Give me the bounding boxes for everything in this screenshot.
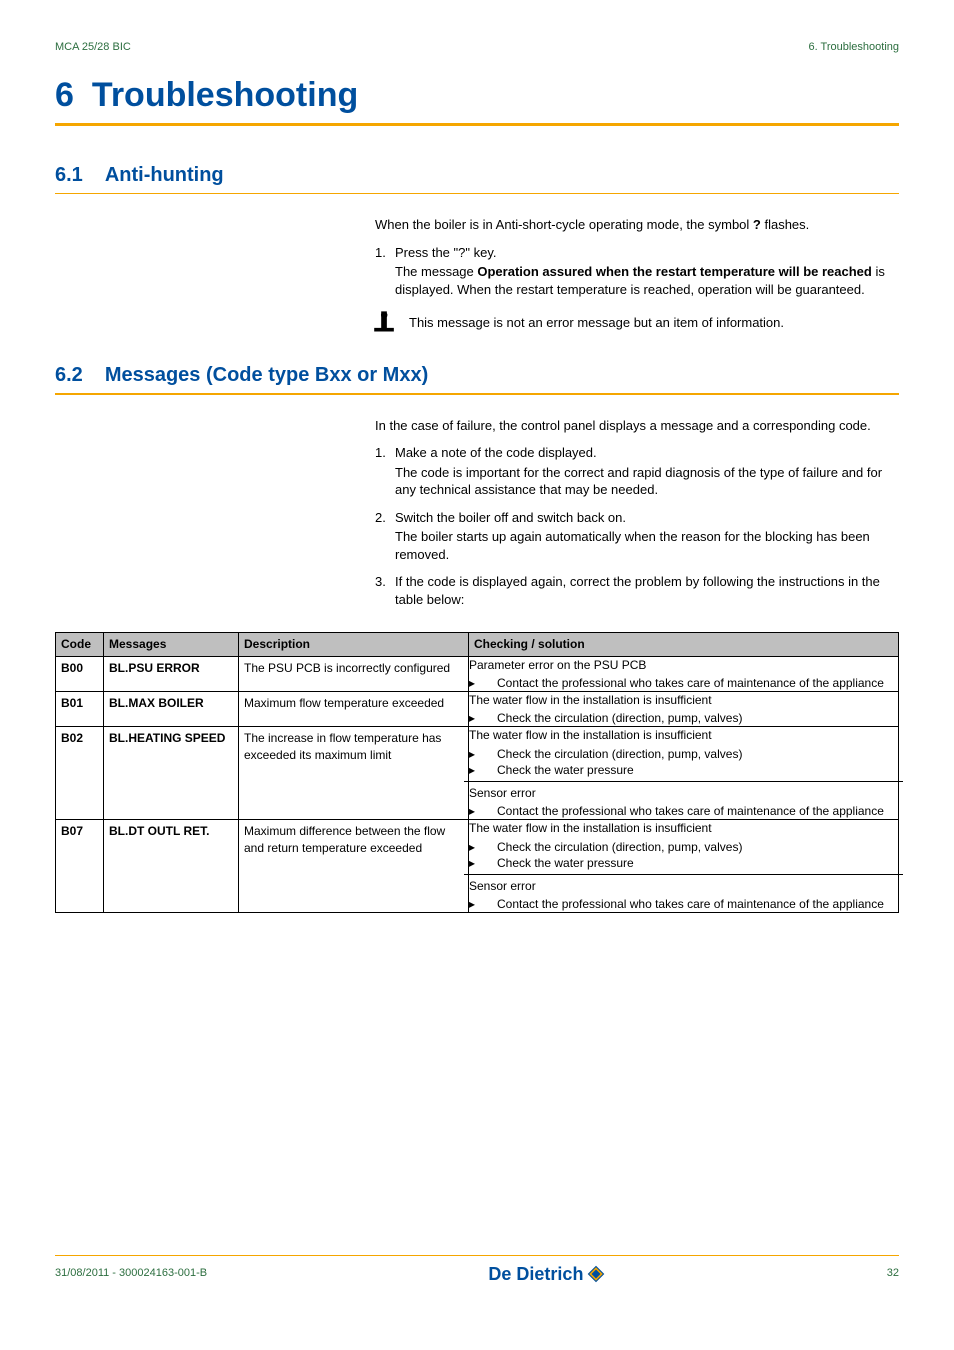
step-item: 1.Make a note of the code displayed.The … — [375, 444, 899, 501]
step-list: 1. Press the "?" key. The message Operat… — [375, 244, 899, 301]
step-number: 2. — [375, 509, 395, 566]
cell-solution: The water flow in the installation is in… — [469, 820, 899, 913]
solution-title: The water flow in the installation is in… — [469, 820, 898, 836]
section-heading-6-2: 6.2 Messages (Code type Bxx or Mxx) — [55, 362, 899, 389]
solution-item: Check the circulation (direction, pump, … — [469, 710, 898, 726]
section-6-2-body: In the case of failure, the control pane… — [375, 417, 899, 611]
codes-table: Code Messages Description Checking / sol… — [55, 632, 899, 913]
footer-page-number: 32 — [887, 1266, 899, 1281]
solution-title: Parameter error on the PSU PCB — [469, 657, 898, 673]
step-content: Switch the boiler off and switch back on… — [395, 509, 899, 566]
th-code: Code — [56, 633, 104, 656]
table-row: B02BL.HEATING SPEEDThe increase in flow … — [56, 727, 899, 820]
solution-item: Contact the professional who takes care … — [469, 896, 898, 912]
cell-code: B07 — [56, 820, 104, 913]
solution-title: The water flow in the installation is in… — [469, 692, 898, 708]
solution-items: Contact the professional who takes care … — [469, 675, 898, 691]
header-right: 6. Troubleshooting — [808, 40, 899, 55]
section-6-1-body: When the boiler is in Anti-short-cycle o… — [375, 216, 899, 340]
chapter-heading: 6 Troubleshooting — [55, 73, 899, 119]
solution-items: Contact the professional who takes care … — [469, 896, 898, 912]
cell-code: B02 — [56, 727, 104, 820]
section-title: Messages (Code type Bxx or Mxx) — [105, 364, 428, 386]
footer-brand: De Dietrich — [488, 1262, 605, 1286]
chapter-number: 6 — [55, 76, 74, 114]
solution-title: Sensor error — [469, 785, 898, 801]
table-row: B01BL.MAX BOILERMaximum flow temperature… — [56, 692, 899, 727]
cell-message: BL.HEATING SPEED — [104, 727, 239, 820]
cell-code: B00 — [56, 656, 104, 691]
solution-item: Check the circulation (direction, pump, … — [469, 746, 898, 762]
page-footer: 31/08/2011 - 300024163-001-B De Dietrich… — [55, 1255, 899, 1286]
solution-title: Sensor error — [469, 878, 898, 894]
solution-title: The water flow in the installation is in… — [469, 727, 898, 743]
intro-text: In the case of failure, the control pane… — [375, 417, 899, 435]
cell-description: Maximum flow temperature exceeded — [239, 692, 469, 727]
cell-solution: The water flow in the installation is in… — [469, 692, 899, 727]
info-callout: •┸ This message is not an error message … — [375, 312, 899, 340]
solution-block: Parameter error on the PSU PCB Contact th… — [464, 654, 903, 694]
intro-text: When the boiler is in Anti-short-cycle o… — [375, 216, 899, 234]
solution-block: The water flow in the installation is in… — [464, 817, 903, 874]
solution-item: Contact the professional who takes care … — [469, 803, 898, 819]
footer-left: 31/08/2011 - 300024163-001-B — [55, 1266, 207, 1281]
solution-block: Sensor error Contact the professional who… — [464, 781, 903, 822]
solution-items: Check the circulation (direction, pump, … — [469, 839, 898, 871]
solution-item: Check the water pressure — [469, 762, 898, 778]
step-item: 2.Switch the boiler off and switch back … — [375, 509, 899, 566]
solution-block: The water flow in the installation is in… — [464, 724, 903, 781]
cell-description: The increase in flow temperature has exc… — [239, 727, 469, 820]
cell-description: Maximum difference between the flow and … — [239, 820, 469, 913]
step-number: 3. — [375, 573, 395, 610]
solution-item: Contact the professional who takes care … — [469, 675, 898, 691]
cell-solution: The water flow in the installation is in… — [469, 727, 899, 820]
cell-message: BL.PSU ERROR — [104, 656, 239, 691]
section-number: 6.2 — [55, 364, 83, 386]
solution-block: The water flow in the installation is in… — [464, 689, 903, 729]
cell-description: The PSU PCB is incorrectly configured — [239, 656, 469, 691]
step-content: If the code is displayed again, correct … — [395, 573, 899, 610]
table-row: B07BL.DT OUTL RET.Maximum difference bet… — [56, 820, 899, 913]
step-number: 1. — [375, 444, 395, 501]
th-messages: Messages — [104, 633, 239, 656]
table-row: B00BL.PSU ERRORThe PSU PCB is incorrectl… — [56, 656, 899, 691]
solution-items: Check the circulation (direction, pump, … — [469, 746, 898, 778]
solution-items: Contact the professional who takes care … — [469, 803, 898, 819]
header-left: MCA 25/28 BIC — [55, 40, 131, 55]
section-heading-6-1: 6.1 Anti-hunting — [55, 162, 899, 189]
th-description: Description — [239, 633, 469, 656]
step-item: 3.If the code is displayed again, correc… — [375, 573, 899, 610]
solution-block: Sensor error Contact the professional who… — [464, 874, 903, 915]
step-number: 1. — [375, 244, 395, 301]
info-text: This message is not an error message but… — [409, 312, 899, 332]
solution-items: Check the circulation (direction, pump, … — [469, 710, 898, 726]
chapter-title: Troubleshooting — [92, 76, 358, 114]
heading-rule — [55, 123, 899, 126]
section-number: 6.1 — [55, 164, 83, 186]
cell-message: BL.MAX BOILER — [104, 692, 239, 727]
solution-item: Check the water pressure — [469, 855, 898, 871]
page-header: MCA 25/28 BIC 6. Troubleshooting — [55, 40, 899, 55]
solution-item: Check the circulation (direction, pump, … — [469, 839, 898, 855]
step-content: Press the "?" key. The message Operation… — [395, 244, 899, 301]
cell-solution: Parameter error on the PSU PCB Contact th… — [469, 656, 899, 691]
section-rule — [55, 193, 899, 195]
info-icon: •┸ — [375, 312, 409, 340]
step-content: Make a note of the code displayed.The co… — [395, 444, 899, 501]
brand-diamond-icon — [587, 1265, 605, 1283]
step-list: 1.Make a note of the code displayed.The … — [375, 444, 899, 610]
cell-code: B01 — [56, 692, 104, 727]
section-rule — [55, 393, 899, 395]
cell-message: BL.DT OUTL RET. — [104, 820, 239, 913]
section-title: Anti-hunting — [105, 164, 224, 186]
